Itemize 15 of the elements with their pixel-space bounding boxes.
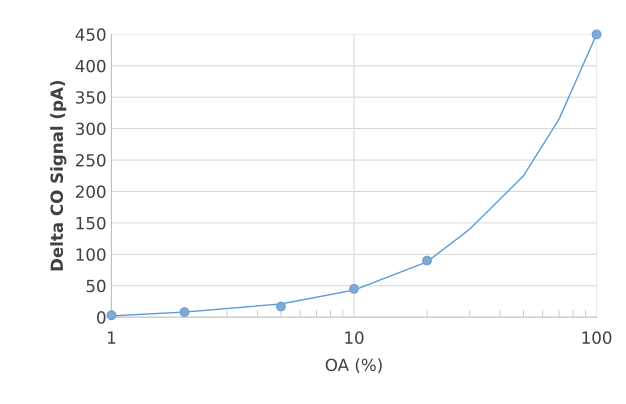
x-axis-title: OA (%) (326, 358, 382, 374)
x-tick-label: 100 (582, 331, 612, 344)
y-tick-label: 250 (76, 154, 106, 167)
y-tick-label: 350 (76, 91, 106, 104)
y-tick-label: 100 (76, 248, 106, 261)
x-tick-label: 10 (345, 331, 364, 344)
y-axis-title: Delta CO Signal (pA) (50, 80, 66, 270)
y-tick-label: 450 (76, 28, 106, 41)
y-tick-label: 400 (76, 60, 106, 72)
y-tick-label: 50 (86, 280, 106, 292)
y-tick-label: 0 (97, 311, 106, 324)
y-tick-label: 200 (76, 185, 106, 198)
x-tick-label: 1 (108, 332, 116, 344)
y-tick-label: 300 (76, 122, 106, 136)
y-tick-label: 150 (76, 216, 106, 230)
